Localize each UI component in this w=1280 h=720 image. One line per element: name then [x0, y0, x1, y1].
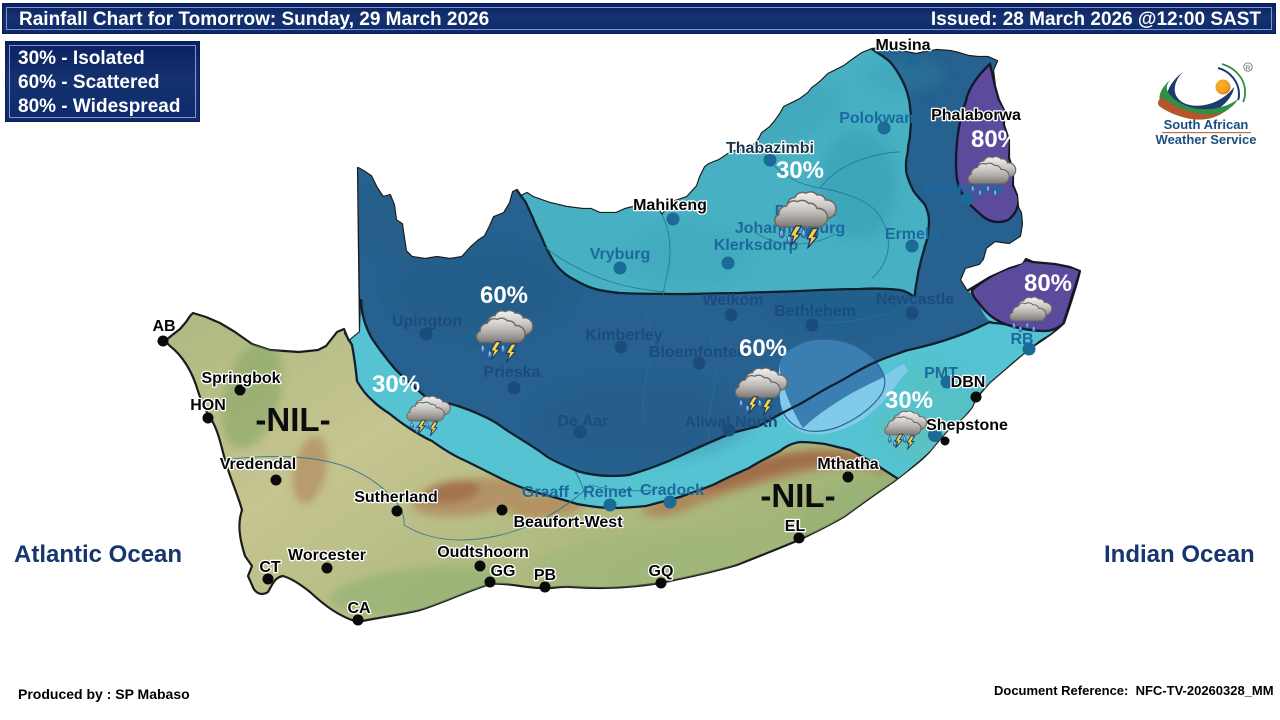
svg-text:Polokwane: Polokwane [839, 110, 923, 127]
svg-text:60%: 60% [480, 282, 528, 309]
svg-text:30%: 30% [372, 371, 420, 398]
svg-text:EL: EL [785, 518, 806, 535]
svg-text:Vredendal: Vredendal [220, 456, 296, 473]
svg-text:Bloemfontein: Bloemfontein [649, 344, 751, 361]
svg-text:Beaufort-West: Beaufort-West [513, 514, 623, 531]
svg-text:South African: South African [1164, 117, 1249, 132]
svg-text:Prieska: Prieska [484, 364, 541, 381]
svg-text:DBN: DBN [951, 374, 986, 391]
svg-text:AB: AB [152, 318, 175, 335]
svg-text:R: R [1246, 65, 1251, 72]
svg-text:Upington: Upington [392, 313, 462, 330]
svg-text:30%: 30% [885, 387, 933, 414]
svg-text:Vryburg: Vryburg [590, 246, 650, 263]
svg-text:Shepstone: Shepstone [926, 417, 1008, 434]
svg-text:Sutherland: Sutherland [354, 489, 438, 506]
svg-text:Mahikeng: Mahikeng [633, 197, 707, 214]
svg-text:GQ: GQ [649, 563, 674, 580]
svg-text:80%: 80% [971, 126, 1019, 153]
svg-text:CT: CT [259, 559, 281, 576]
svg-text:Kimberley: Kimberley [585, 327, 662, 344]
svg-text:PB: PB [534, 567, 556, 584]
svg-text:Oudtshoorn: Oudtshoorn [437, 544, 529, 561]
svg-text:RB: RB [1010, 331, 1033, 348]
svg-text:HON: HON [190, 397, 226, 414]
svg-text:De Aar: De Aar [558, 413, 609, 430]
svg-text:Ermelo: Ermelo [885, 226, 939, 243]
svg-text:Musina: Musina [875, 37, 930, 54]
svg-text:Graaff - Reinet: Graaff - Reinet [522, 484, 633, 501]
svg-text:30%: 30% [776, 157, 824, 184]
svg-text:Welkom: Welkom [702, 292, 763, 309]
svg-text:PMT: PMT [924, 365, 958, 382]
svg-text:Bethlehem: Bethlehem [774, 303, 856, 320]
svg-text:Thabazimbi: Thabazimbi [726, 140, 814, 157]
svg-text:60%: 60% [739, 335, 787, 362]
svg-text:80%: 80% [1024, 270, 1072, 297]
svg-text:Aliwal North: Aliwal North [684, 414, 777, 431]
svg-text:Mthatha: Mthatha [817, 456, 878, 473]
svg-text:Worcester: Worcester [288, 547, 366, 564]
svg-text:GG: GG [491, 563, 516, 580]
svg-text:Newcastle: Newcastle [876, 291, 954, 308]
svg-text:-NIL-: -NIL- [255, 401, 330, 438]
svg-text:CA: CA [347, 600, 371, 617]
svg-text:Klerksdorp: Klerksdorp [714, 237, 799, 254]
svg-text:Cradock: Cradock [640, 482, 704, 499]
svg-text:-NIL-: -NIL- [760, 477, 835, 514]
svg-text:Weather Service: Weather Service [1156, 132, 1257, 147]
svg-text:Springbok: Springbok [201, 370, 280, 387]
svg-text:Phalaborwa: Phalaborwa [931, 107, 1021, 124]
